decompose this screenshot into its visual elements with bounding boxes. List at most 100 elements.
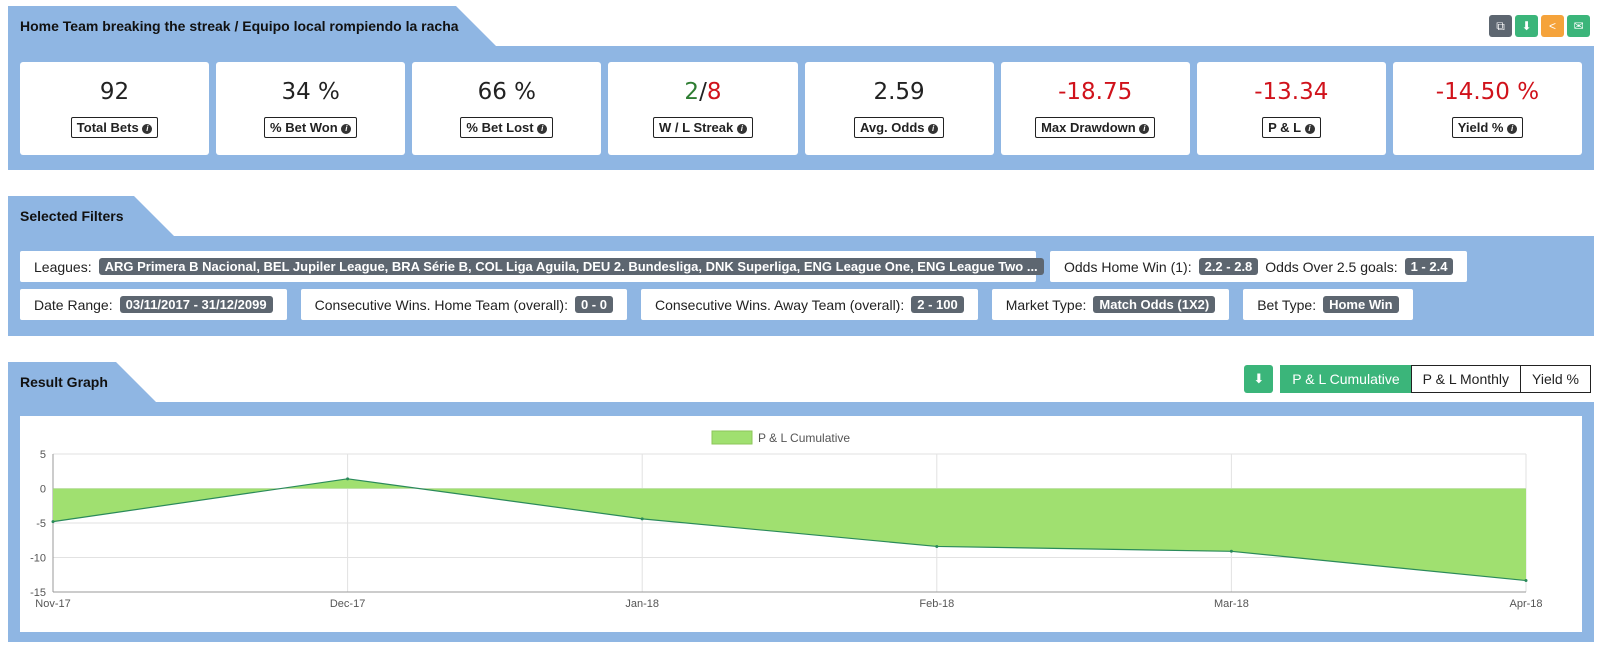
info-icon[interactable]: i	[736, 124, 747, 134]
filter-market-type: Market Type: Match Odds (1X2)	[991, 289, 1230, 320]
stat-label[interactable]: W / L Streak i	[653, 117, 753, 138]
info-icon[interactable]: i	[928, 124, 939, 134]
tab-yield[interactable]: Yield %	[1520, 365, 1591, 393]
filter-date-range: Date Range: 03/11/2017 - 31/12/2099	[20, 289, 287, 320]
stat-label[interactable]: Avg. Odds i	[853, 117, 945, 138]
filter-label: Bet Type:	[1257, 296, 1317, 313]
data-point	[346, 477, 350, 481]
streak-separator: /	[699, 79, 707, 105]
stat-pl: -13.34 P & L i	[1196, 62, 1386, 155]
legend-swatch	[711, 430, 753, 445]
x-tick-label: Mar-18	[1214, 598, 1249, 610]
stat-label[interactable]: Max Drawdown i	[1035, 117, 1156, 138]
x-tick-label: Nov-17	[35, 598, 70, 610]
legend-label: P & L Cumulative	[758, 431, 850, 445]
info-icon[interactable]: i	[1304, 124, 1315, 134]
filter-value: 0 - 0	[574, 296, 613, 313]
x-tick-label: Apr-18	[1509, 598, 1542, 610]
stat-label[interactable]: % Bet Won i	[264, 117, 358, 138]
info-icon[interactable]: i	[1507, 124, 1518, 134]
stat-label-text: Max Drawdown	[1041, 120, 1136, 135]
stats-panel: 92 Total Bets i 34 % % Bet Won i 66 % % …	[8, 46, 1594, 170]
graph-title: Result Graph	[8, 362, 156, 402]
filter-label: Market Type:	[1005, 296, 1087, 313]
filters-panel: Leagues: ARG Primera B Nacional, BEL Jup…	[8, 236, 1594, 336]
filter-value: ARG Primera B Nacional, BEL Jupiler Leag…	[98, 258, 1044, 275]
y-tick-label: 0	[40, 484, 46, 496]
data-point	[51, 520, 55, 524]
info-icon[interactable]: i	[142, 124, 153, 134]
filter-cons-away: Consecutive Wins. Away Team (overall): 2…	[640, 289, 978, 320]
download-icon: ⬇	[1253, 371, 1265, 386]
info-icon[interactable]: i	[537, 124, 548, 134]
stat-label[interactable]: P & L i	[1262, 117, 1321, 138]
filter-bet-type: Bet Type: Home Win	[1243, 289, 1413, 320]
stat-value: 34 %	[281, 79, 340, 105]
y-tick-label: -5	[36, 518, 46, 530]
page-title: Home Team breaking the streak / Equipo l…	[8, 6, 496, 46]
stat-label[interactable]: Total Bets i	[70, 117, 159, 138]
stat-yield: -14.50 % Yield % i	[1392, 62, 1582, 155]
filter-value: Match Odds (1X2)	[1093, 296, 1216, 313]
data-point	[1229, 549, 1233, 553]
x-tick-label: Dec-17	[330, 598, 365, 610]
download-icon[interactable]: ⬇	[1515, 15, 1538, 37]
y-tick-label: 5	[40, 449, 46, 461]
info-icon[interactable]: i	[341, 124, 352, 134]
stat-label[interactable]: Yield % i	[1451, 117, 1524, 138]
stat-streak: 2/8 W / L Streak i	[608, 62, 798, 155]
stat-value: -18.75	[1058, 79, 1133, 105]
stat-label-text: W / L Streak	[659, 120, 734, 135]
filter-leagues: Leagues: ARG Primera B Nacional, BEL Jup…	[20, 251, 1044, 282]
filter-cons-home: Consecutive Wins. Home Team (overall): 0…	[300, 289, 627, 320]
stat-bet-won: 34 % % Bet Won i	[216, 62, 406, 155]
share-icon[interactable]: <	[1541, 15, 1564, 37]
stat-value: 2/8	[608, 79, 797, 109]
tab-pl-cumulative[interactable]: P & L Cumulative	[1280, 365, 1412, 393]
chart-container: 5 0 -5 -10 -15 Nov-17 Dec-17 Jan-18 Feb-18 Mar-18…	[20, 416, 1582, 632]
info-icon[interactable]: i	[1139, 124, 1150, 134]
filter-label: Odds Over 2.5 goals:	[1265, 258, 1398, 275]
filter-value: 2 - 100	[911, 296, 964, 313]
header-actions: ⧉ ⬇ < ✉	[1489, 15, 1590, 37]
loss-streak: 8	[706, 79, 722, 105]
stat-label[interactable]: % Bet Lost i	[460, 117, 554, 138]
stat-value: 2.59	[873, 79, 925, 105]
stat-label-text: % Bet Lost	[466, 120, 534, 135]
filter-label: Consecutive Wins. Home Team (overall):	[314, 296, 568, 313]
filters-title: Selected Filters	[8, 196, 174, 236]
data-point	[640, 517, 644, 521]
tab-pl-monthly[interactable]: P & L Monthly	[1410, 365, 1522, 393]
stat-total-bets: 92 Total Bets i	[20, 62, 210, 155]
stat-label-text: P & L	[1268, 120, 1301, 135]
filter-label: Consecutive Wins. Away Team (overall):	[654, 296, 905, 313]
filter-label: Date Range:	[34, 296, 113, 313]
filter-odds: Odds Home Win (1): 2.2 - 2.8 Odds Over 2…	[1050, 251, 1468, 282]
graph-panel: 5 0 -5 -10 -15 Nov-17 Dec-17 Jan-18 Feb-18 Mar-18…	[8, 402, 1594, 642]
stat-value: 92	[99, 79, 130, 105]
win-streak: 2	[684, 79, 700, 105]
stat-value: -14.50 %	[1435, 79, 1540, 105]
copy-icon[interactable]: ⧉	[1489, 15, 1512, 37]
stat-label-text: Yield %	[1457, 120, 1504, 135]
stat-value: -13.34	[1254, 79, 1329, 105]
y-tick-label: -15	[30, 587, 46, 599]
email-icon[interactable]: ✉	[1567, 15, 1590, 37]
x-tick-label: Jan-18	[625, 598, 659, 610]
stat-max-drawdown: -18.75 Max Drawdown i	[1000, 62, 1190, 155]
graph-toolbar: ⬇ P & L Cumulative P & L Monthly Yield %	[1244, 365, 1591, 393]
data-point	[935, 544, 939, 548]
stat-avg-odds: 2.59 Avg. Odds i	[804, 62, 994, 155]
filter-value: Home Win	[1323, 296, 1399, 313]
filter-value: 1 - 2.4	[1404, 258, 1454, 275]
data-point	[1524, 579, 1528, 583]
download-chart-button[interactable]: ⬇	[1244, 365, 1274, 393]
stat-label-text: Avg. Odds	[859, 120, 925, 135]
x-tick-label: Feb-18	[919, 598, 954, 610]
series-area	[53, 478, 1526, 581]
stat-bet-lost: 66 % % Bet Lost i	[412, 62, 602, 155]
filter-value: 03/11/2017 - 31/12/2099	[119, 296, 273, 313]
y-tick-label: -10	[30, 553, 46, 565]
filter-label: Leagues:	[34, 258, 92, 275]
